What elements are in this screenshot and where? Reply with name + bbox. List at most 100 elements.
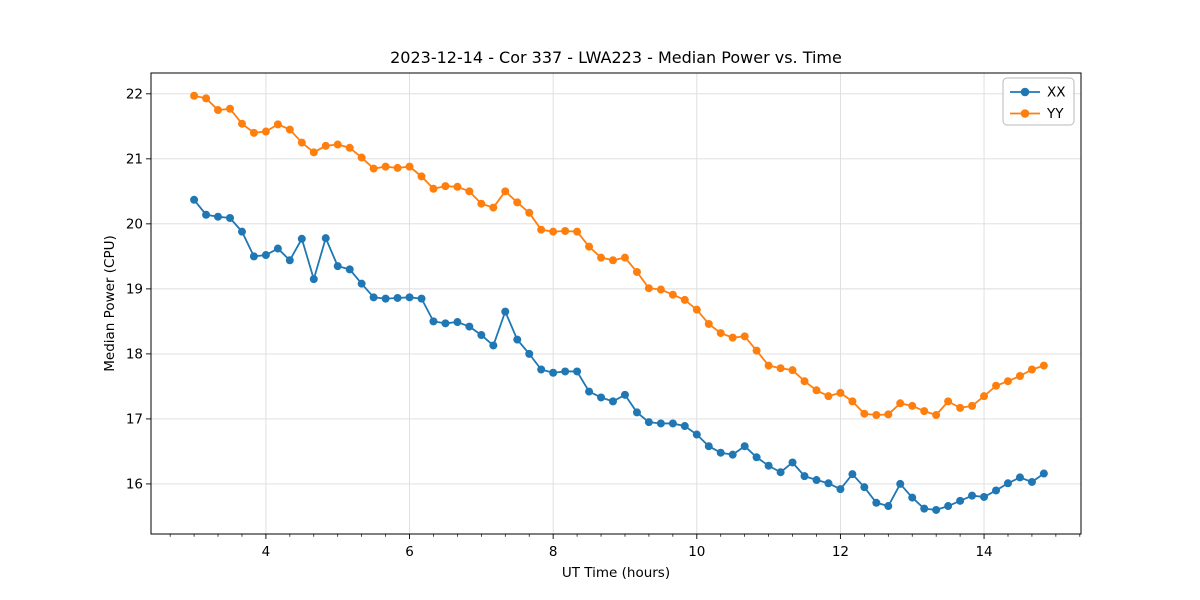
data-point-xx (932, 505, 941, 514)
data-point-yy (1003, 377, 1012, 386)
data-point-xx (632, 408, 641, 417)
data-point-yy (608, 256, 617, 265)
data-point-xx (896, 479, 905, 488)
chart-title: 2023-12-14 - Cor 337 - LWA223 - Median P… (390, 48, 842, 67)
data-point-yy (249, 128, 258, 137)
x-tick-label: 10 (688, 544, 705, 560)
data-point-yy (369, 164, 378, 173)
data-point-xx (369, 293, 378, 302)
data-point-yy (525, 208, 534, 217)
data-point-xx (836, 485, 845, 494)
data-point-yy (920, 407, 929, 416)
y-axis-label: Median Power (CPU) (102, 235, 118, 371)
x-tick-label: 14 (975, 544, 992, 560)
x-tick-label: 6 (405, 544, 414, 560)
data-point-yy (848, 397, 857, 406)
data-point-yy (836, 388, 845, 397)
data-point-xx (1015, 473, 1024, 482)
data-point-xx (740, 442, 749, 451)
y-tick-label: 17 (126, 412, 143, 428)
data-point-yy (513, 198, 522, 207)
data-point-xx (908, 493, 917, 502)
data-point-xx (249, 252, 258, 261)
legend-label-xx: XX (1047, 85, 1066, 101)
data-point-xx (297, 234, 306, 243)
data-point-yy (202, 94, 211, 103)
data-point-yy (573, 227, 582, 236)
data-point-yy (1027, 365, 1036, 374)
legend-item-xx: XX (1010, 85, 1066, 101)
data-point-xx (1039, 469, 1048, 478)
data-point-yy (812, 386, 821, 395)
data-point-xx (345, 265, 354, 274)
data-point-yy (393, 163, 402, 172)
y-tick-label: 16 (126, 477, 143, 493)
data-point-xx (968, 491, 977, 500)
data-point-yy (549, 227, 558, 236)
data-point-xx (776, 468, 785, 477)
data-point-yy (908, 401, 917, 410)
data-point-yy (453, 182, 462, 191)
data-point-yy (585, 242, 594, 251)
data-point-xx (668, 419, 677, 428)
legend-label-yy: YY (1046, 106, 1064, 122)
data-point-yy (357, 153, 366, 162)
data-point-xx (393, 293, 402, 302)
data-point-xx (620, 390, 629, 399)
data-point-xx (226, 214, 234, 222)
data-point-xx (764, 461, 773, 470)
data-point-yy (237, 119, 246, 128)
data-point-yy (226, 104, 234, 113)
data-point-xx (944, 502, 953, 511)
data-point-xx (812, 476, 821, 485)
data-point-xx (573, 367, 582, 376)
data-point-yy (561, 227, 570, 235)
data-point-yy (285, 125, 294, 134)
data-point-yy (740, 332, 749, 341)
data-point-yy (656, 285, 665, 294)
data-point-xx (429, 317, 438, 326)
data-point-xx (501, 307, 510, 316)
data-point-xx (656, 419, 665, 428)
data-point-yy (752, 346, 761, 355)
data-point-yy (992, 381, 1001, 390)
data-point-xx (860, 483, 869, 492)
data-point-xx (597, 393, 606, 402)
data-point-yy (501, 187, 510, 196)
legend-item-yy: YY (1010, 106, 1064, 122)
data-point-yy (297, 138, 306, 147)
data-point-xx (237, 227, 246, 236)
data-point-yy (333, 140, 342, 149)
data-point-yy (309, 148, 318, 157)
data-point-xx (453, 318, 462, 327)
data-point-yy (680, 295, 689, 304)
data-point-yy (956, 403, 965, 412)
data-point-xx (285, 256, 294, 265)
series-layer (190, 91, 1048, 514)
data-point-yy (381, 162, 390, 171)
data-point-xx (405, 293, 414, 302)
data-point-xx (872, 498, 881, 507)
data-point-yy (764, 361, 773, 370)
data-point-yy (800, 377, 809, 386)
data-point-xx (333, 262, 342, 271)
data-point-yy (776, 364, 785, 373)
data-point-xx (716, 448, 725, 457)
data-point-yy (417, 172, 426, 181)
data-point-xx (800, 472, 809, 481)
data-point-yy (321, 141, 330, 150)
data-point-yy (932, 411, 941, 420)
data-point-yy (1015, 372, 1024, 380)
data-point-xx (980, 492, 989, 501)
x-axis-label: UT Time (hours) (562, 565, 670, 581)
data-point-xx (537, 365, 546, 374)
x-tick-label: 12 (832, 544, 849, 560)
data-point-yy (788, 366, 797, 375)
data-point-yy (537, 225, 546, 234)
data-point-yy (477, 199, 486, 208)
data-point-yy (1039, 361, 1048, 370)
y-tick-label: 19 (126, 282, 143, 298)
data-point-yy (692, 305, 701, 314)
data-point-yy (429, 184, 438, 193)
